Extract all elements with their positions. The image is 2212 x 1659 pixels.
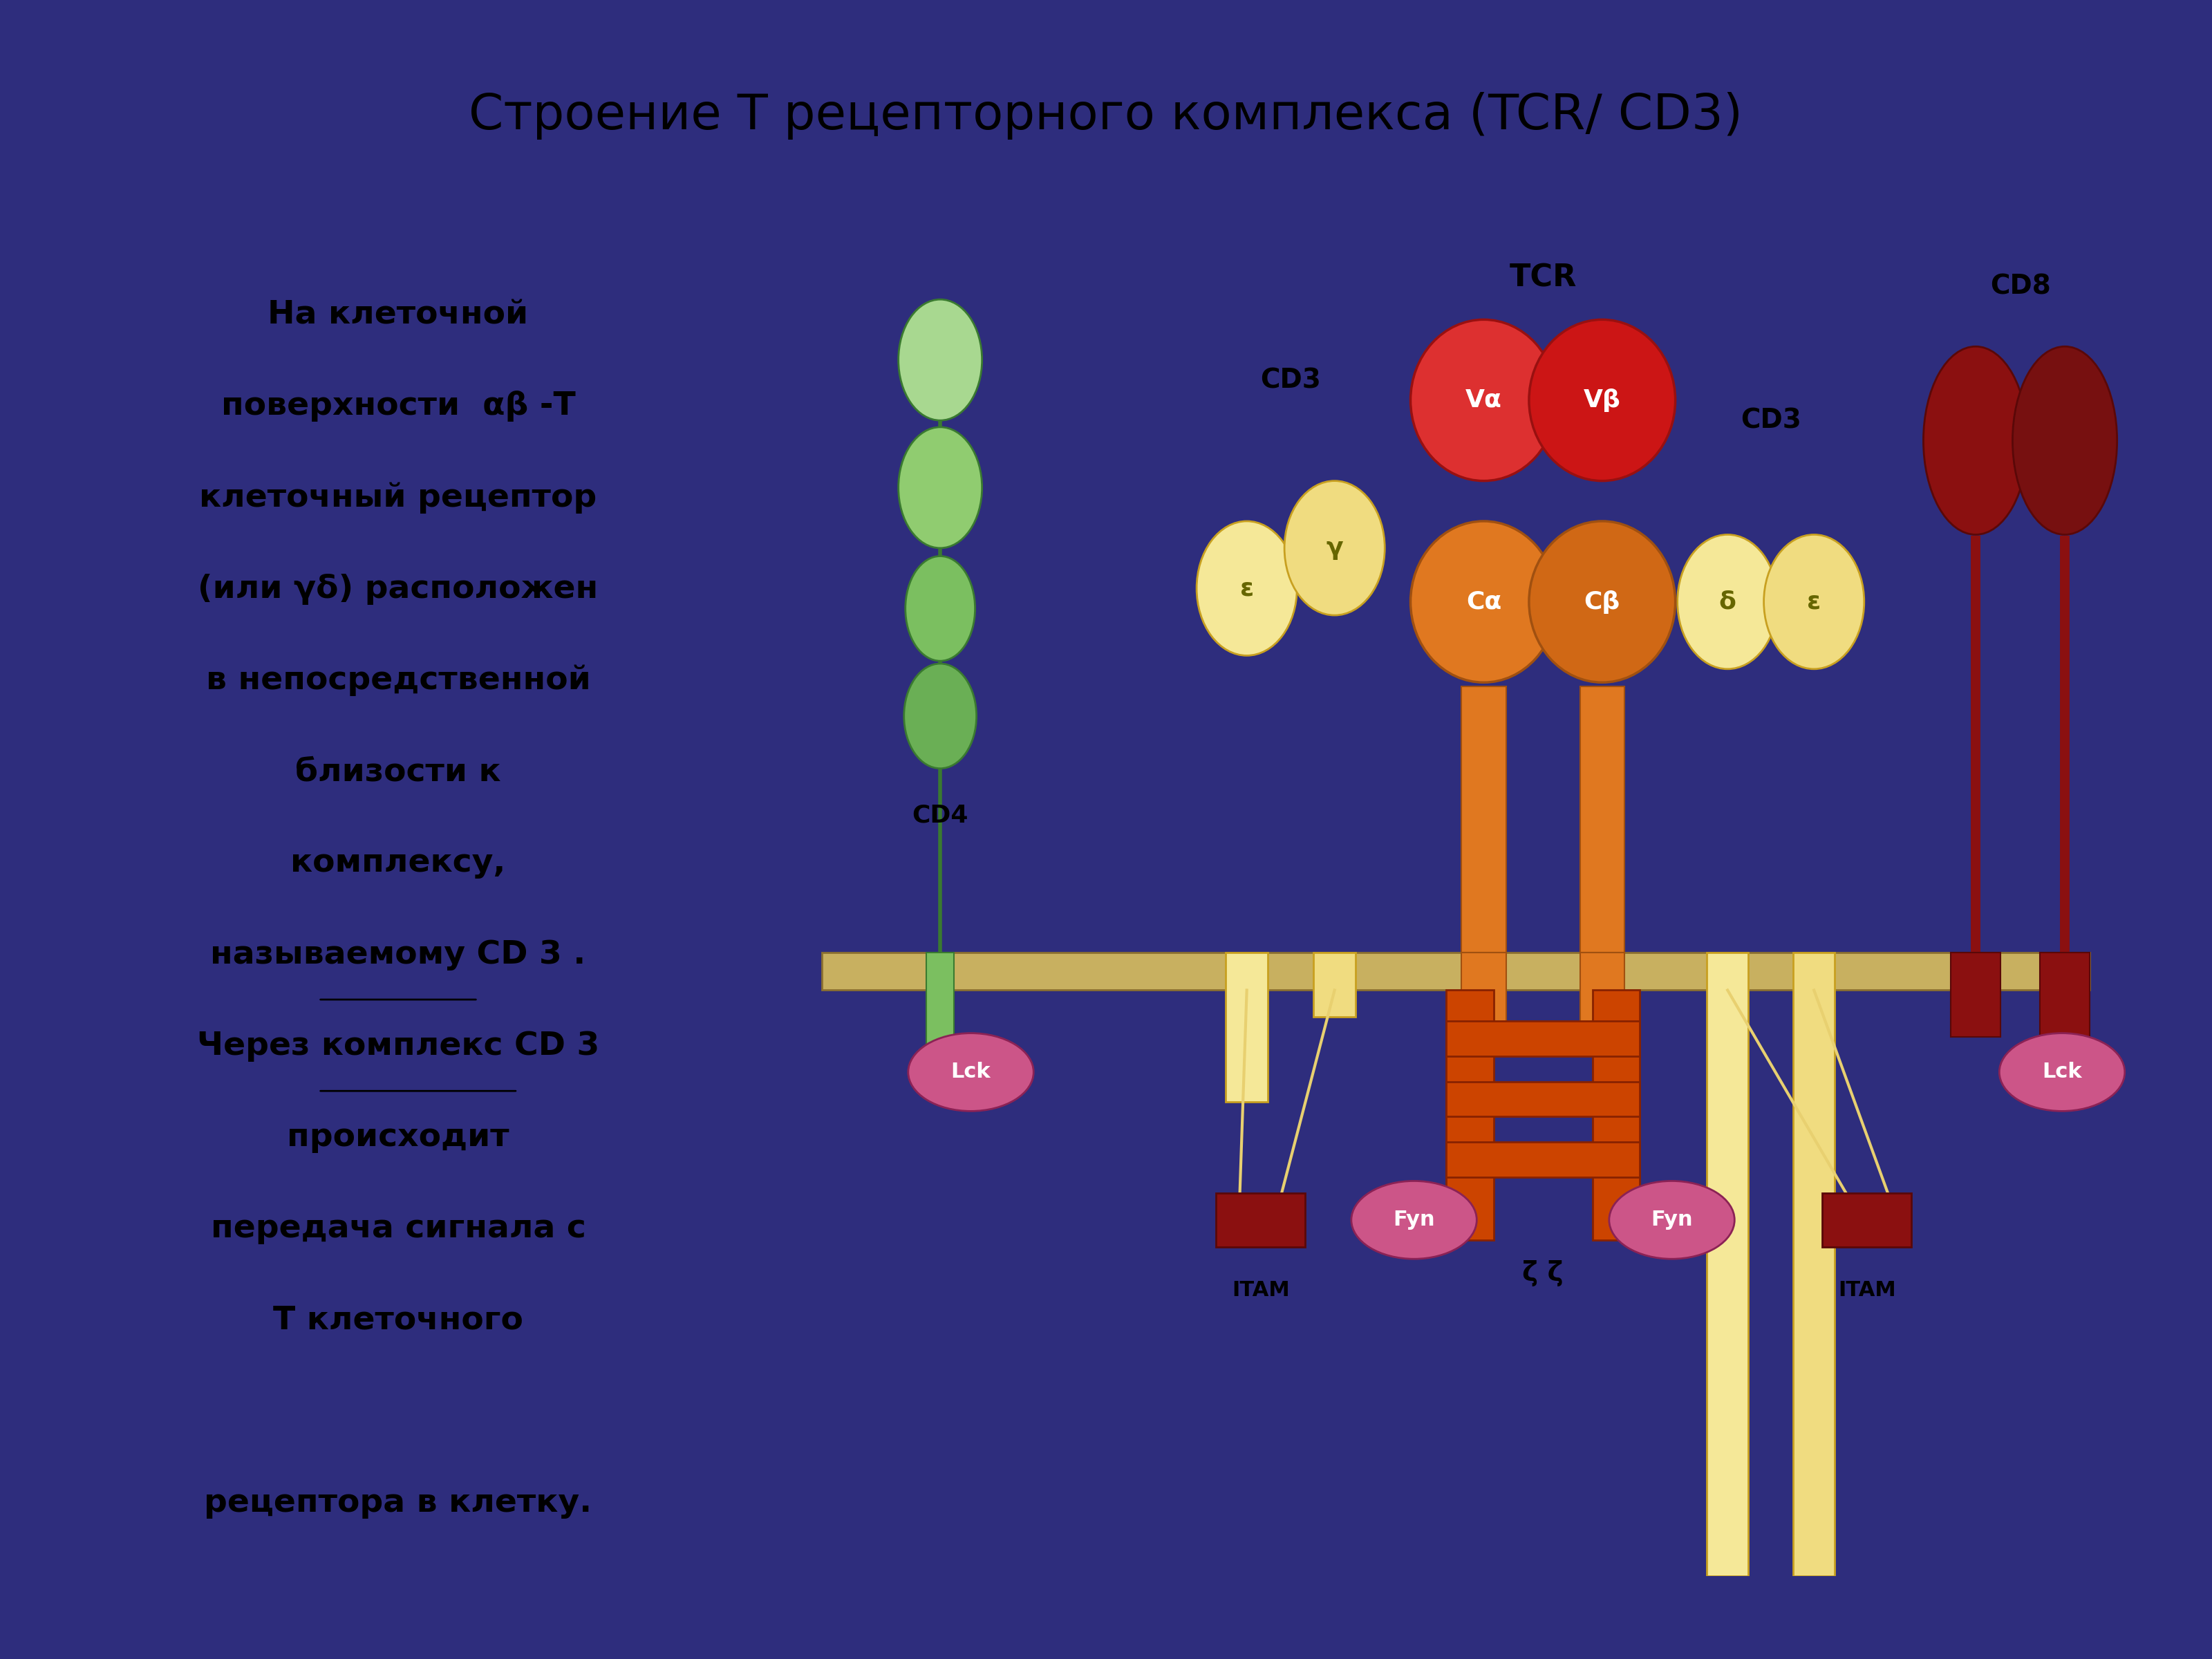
Ellipse shape — [2013, 347, 2117, 534]
Ellipse shape — [1763, 534, 1865, 669]
Ellipse shape — [1528, 320, 1674, 481]
Text: CD8: CD8 — [1991, 274, 2051, 299]
Bar — [1951, 952, 2000, 1037]
Ellipse shape — [1608, 1181, 1734, 1259]
Text: Cβ: Cβ — [1584, 591, 1619, 614]
Bar — [1823, 1193, 1911, 1248]
Text: На клеточной: На клеточной — [268, 299, 529, 330]
Text: близости к: близости к — [294, 757, 502, 788]
Text: γ: γ — [1325, 536, 1343, 559]
Bar — [1579, 687, 1624, 952]
Ellipse shape — [1352, 1181, 1478, 1259]
Bar — [1462, 687, 1506, 952]
Ellipse shape — [905, 664, 975, 768]
Ellipse shape — [2000, 1034, 2126, 1112]
Text: в непосредственной: в непосредственной — [206, 665, 591, 697]
Text: Fyn: Fyn — [1650, 1209, 1692, 1229]
Text: ITAM: ITAM — [1838, 1281, 1896, 1301]
Ellipse shape — [1677, 534, 1778, 669]
Bar — [1447, 1141, 1639, 1176]
Text: ε: ε — [1807, 591, 1820, 614]
Text: ζ ζ: ζ ζ — [1522, 1261, 1564, 1286]
Bar — [1314, 952, 1356, 1017]
Bar — [1225, 952, 1267, 1102]
Ellipse shape — [909, 1034, 1033, 1112]
Ellipse shape — [1411, 320, 1557, 481]
Text: TCR: TCR — [1509, 264, 1577, 292]
Text: Lck: Lck — [951, 1062, 991, 1082]
Ellipse shape — [1285, 481, 1385, 615]
Ellipse shape — [1924, 347, 2028, 534]
Text: клеточный рецептор: клеточный рецептор — [199, 483, 597, 514]
Text: Vβ: Vβ — [1584, 388, 1621, 411]
Ellipse shape — [905, 556, 975, 660]
Text: рецептора в клетку.: рецептора в клетку. — [204, 1488, 593, 1518]
Text: CD3: CD3 — [1261, 367, 1321, 393]
Text: ε: ε — [1241, 577, 1254, 601]
Text: Lck: Lck — [2042, 1062, 2081, 1082]
Bar — [1462, 952, 1506, 1024]
Bar — [1447, 1020, 1639, 1057]
Text: ITAM: ITAM — [1232, 1281, 1290, 1301]
Text: передача сигнала с: передача сигнала с — [210, 1213, 586, 1244]
Bar — [927, 952, 953, 1044]
Bar — [1708, 952, 1747, 1576]
Bar — [2039, 952, 2090, 1037]
Text: Cα: Cα — [1467, 591, 1502, 614]
Bar — [1593, 990, 1639, 1239]
Ellipse shape — [898, 299, 982, 420]
Text: называемому CD 3 .: называемому CD 3 . — [210, 939, 586, 971]
Bar — [1794, 952, 1836, 1576]
Text: Через комплекс CD 3: Через комплекс CD 3 — [197, 1030, 599, 1062]
Text: CD4: CD4 — [911, 803, 969, 826]
Ellipse shape — [1197, 521, 1296, 655]
Bar — [1579, 952, 1624, 1024]
Ellipse shape — [1411, 521, 1557, 682]
Text: происходит: происходит — [288, 1121, 509, 1153]
Text: поверхности  αβ -Т: поверхности αβ -Т — [221, 392, 575, 421]
Text: CD3: CD3 — [1741, 408, 1801, 433]
Bar — [1447, 1082, 1639, 1117]
Bar — [1447, 990, 1493, 1239]
Text: δ: δ — [1719, 591, 1736, 614]
Text: Vα: Vα — [1464, 388, 1502, 411]
Text: (или γδ) расположен: (или γδ) расположен — [197, 574, 599, 604]
Text: Строение Т рецепторного комплекса (TCR/ CD3): Строение Т рецепторного комплекса (TCR/ … — [469, 93, 1743, 139]
Text: комплексу,: комплексу, — [290, 848, 507, 879]
Ellipse shape — [898, 426, 982, 547]
Ellipse shape — [1528, 521, 1674, 682]
Text: Т клеточного: Т клеточного — [272, 1304, 524, 1335]
Bar — [823, 952, 2090, 990]
Text: Fyn: Fyn — [1394, 1209, 1436, 1229]
Bar — [1217, 1193, 1305, 1248]
